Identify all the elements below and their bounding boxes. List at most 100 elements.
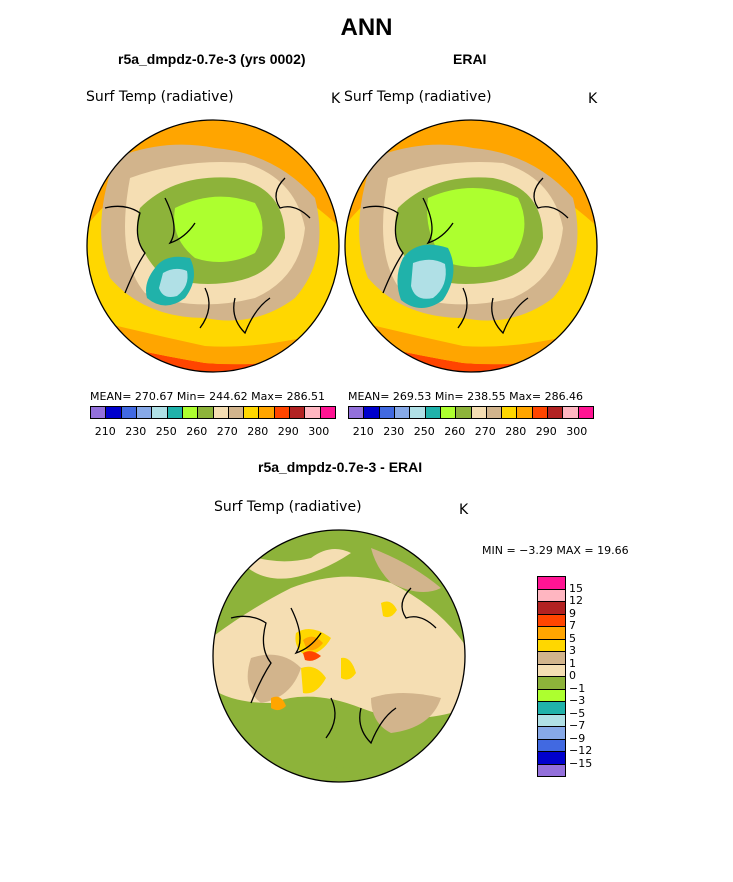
colorbar-swatch [274, 407, 291, 418]
model-colorbar-ticks: 210 230 250 260 270 280 290 300 [90, 425, 334, 439]
colorbar-swatch [152, 407, 168, 418]
colorbar-level-label: 12 [569, 594, 583, 607]
colorbar-swatch [471, 407, 487, 418]
colorbar-swatch [538, 727, 565, 740]
diff-units-label: K [459, 502, 469, 518]
colorbar-swatch [106, 407, 122, 418]
colorbar-swatch [532, 407, 549, 418]
colorbar-swatch [182, 407, 199, 418]
colorbar-swatch [486, 407, 503, 418]
colorbar-swatch [517, 407, 533, 418]
colorbar-tick-label: 230 [383, 425, 405, 438]
colorbar-tick-label: 260 [444, 425, 466, 438]
colorbar-swatch [502, 407, 518, 418]
model-units-label: K [331, 91, 341, 107]
colorbar-swatch [538, 602, 565, 615]
obs-panel-title: ERAI [453, 51, 487, 67]
colorbar-swatch [425, 407, 441, 418]
obs-polar-map [344, 119, 598, 373]
colorbar-tick-label: 210 [94, 425, 116, 438]
colorbar-swatch [563, 407, 579, 418]
colorbar-tick-label: 270 [216, 425, 238, 438]
colorbar-swatch [578, 407, 593, 418]
colorbar-level-label: −12 [569, 744, 593, 757]
diff-minmax: MIN = −3.29 MAX = 19.66 [482, 544, 629, 557]
colorbar-tick-label: 230 [125, 425, 147, 438]
colorbar-swatch [228, 407, 245, 418]
main-title: ANN [340, 14, 393, 41]
colorbar-tick-label: 280 [247, 425, 269, 438]
model-polar-map [86, 119, 340, 373]
colorbar-swatch [538, 614, 565, 627]
colorbar-swatch [538, 664, 565, 677]
colorbar-tick-label: 280 [505, 425, 527, 438]
colorbar-swatch [364, 407, 380, 418]
colorbar-swatch [410, 407, 426, 418]
colorbar-swatch [538, 714, 565, 727]
colorbar-swatch [244, 407, 260, 418]
colorbar-level-label: 1 [569, 656, 576, 670]
colorbar-level-label: 5 [569, 631, 576, 645]
colorbar-level-label: 0 [569, 669, 576, 682]
colorbar-swatch [538, 589, 565, 602]
colorbar-swatch [538, 739, 565, 752]
colorbar-tick-label: 250 [155, 425, 177, 438]
colorbar-swatch [136, 407, 153, 418]
colorbar-swatch [320, 407, 335, 418]
colorbar-tick-label: 210 [352, 425, 374, 438]
colorbar-swatch [167, 407, 183, 418]
colorbar-level-label: −1 [569, 681, 586, 695]
diff-polar-map [212, 529, 466, 783]
colorbar-swatch [379, 407, 395, 418]
colorbar-swatch [259, 407, 275, 418]
obs-units-label: K [588, 91, 598, 107]
obs-variable-label: Surf Temp (radiative) [344, 89, 492, 105]
colorbar-tick-label: 300 [566, 425, 588, 438]
colorbar-tick-label: 270 [474, 425, 496, 438]
colorbar-level-label: −9 [569, 731, 586, 745]
colorbar-swatch [538, 577, 565, 590]
colorbar-level-label: 9 [569, 606, 576, 620]
diff-colorbar-labels: 15 12 9 7 5 3 1 0 −1 −3 −5 −7 −9 −12 −15 [569, 576, 609, 786]
colorbar-swatch [538, 639, 565, 652]
colorbar-tick-label: 260 [186, 425, 208, 438]
obs-colorbar [348, 406, 594, 419]
model-variable-label: Surf Temp (radiative) [86, 89, 234, 105]
obs-colorbar-ticks: 210 230 250 260 270 280 290 300 [348, 425, 592, 439]
colorbar-swatch [305, 407, 321, 418]
colorbar-swatch [538, 752, 565, 765]
colorbar-swatch [538, 689, 565, 702]
colorbar-level-label: −3 [569, 694, 586, 707]
obs-stats: MEAN= 269.53 Min= 238.55 Max= 286.46 [348, 390, 584, 403]
colorbar-swatch [538, 677, 565, 690]
colorbar-swatch [538, 652, 565, 665]
colorbar-tick-label: 250 [413, 425, 435, 438]
colorbar-level-label: −5 [569, 706, 586, 720]
colorbar-tick-label: 290 [535, 425, 557, 438]
diff-panel-title: r5a_dmpdz-0.7e-3 - ERAI [258, 459, 423, 475]
model-stats: MEAN= 270.67 Min= 244.62 Max= 286.51 [90, 390, 326, 403]
colorbar-swatch [121, 407, 137, 418]
colorbar-swatch [394, 407, 411, 418]
colorbar-level-label: −7 [569, 719, 586, 732]
colorbar-level-label: 3 [569, 644, 576, 657]
colorbar-swatch [91, 407, 107, 418]
colorbar-swatch [213, 407, 229, 418]
colorbar-level-label: 7 [569, 619, 576, 632]
model-panel-title: r5a_dmpdz-0.7e-3 (yrs 0002) [118, 51, 306, 67]
colorbar-tick-label: 300 [308, 425, 330, 438]
colorbar-swatch [456, 407, 472, 418]
colorbar-tick-label: 290 [277, 425, 299, 438]
colorbar-level-label: 15 [569, 581, 583, 595]
diff-variable-label: Surf Temp (radiative) [214, 499, 362, 515]
colorbar-swatch [538, 627, 565, 640]
model-colorbar [90, 406, 336, 419]
diff-colorbar [537, 576, 566, 777]
colorbar-swatch [538, 764, 565, 776]
colorbar-swatch [349, 407, 365, 418]
colorbar-swatch [440, 407, 457, 418]
colorbar-level-label: −15 [569, 756, 593, 770]
colorbar-swatch [290, 407, 306, 418]
colorbar-swatch [538, 702, 565, 715]
colorbar-swatch [548, 407, 564, 418]
